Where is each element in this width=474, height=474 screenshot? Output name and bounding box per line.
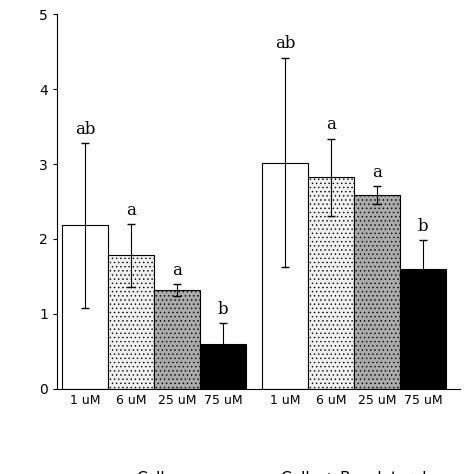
Bar <box>400 269 446 389</box>
Bar <box>154 290 200 389</box>
Text: a: a <box>172 262 182 279</box>
Text: Cells: Cells <box>136 471 173 474</box>
Text: ab: ab <box>275 36 296 53</box>
Bar <box>354 195 400 389</box>
Text: a: a <box>126 201 136 219</box>
Bar <box>309 177 354 389</box>
Bar <box>63 226 108 389</box>
Text: b: b <box>418 218 428 235</box>
Text: a: a <box>326 116 336 133</box>
Bar <box>263 163 309 389</box>
Text: Cells + Basolateral
Medium: Cells + Basolateral Medium <box>282 471 427 474</box>
Text: ab: ab <box>75 121 96 138</box>
Text: b: b <box>218 301 228 318</box>
Text: a: a <box>372 164 382 181</box>
Bar <box>200 344 246 389</box>
Bar <box>108 255 154 389</box>
